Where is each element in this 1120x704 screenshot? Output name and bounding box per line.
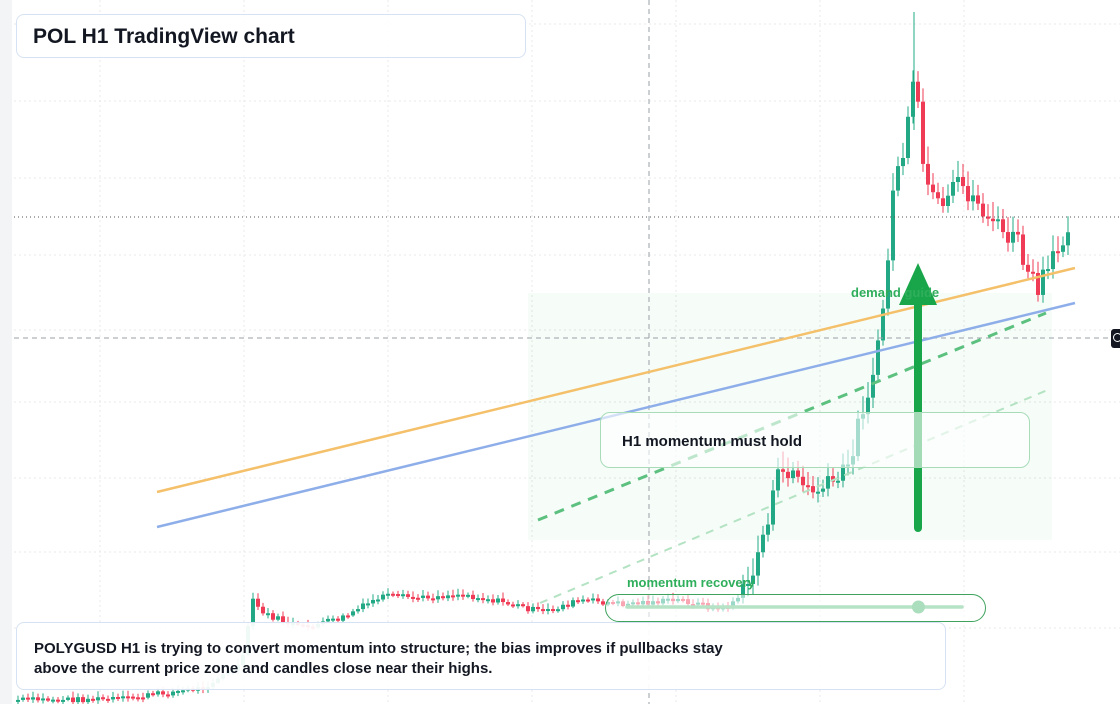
momentum-slider[interactable] — [605, 594, 986, 622]
momentum-callout: H1 momentum must hold — [600, 412, 1030, 468]
info-card: POLYGUSD H1 is trying to convert momentu… — [16, 622, 946, 690]
callout-label: H1 momentum must hold — [622, 433, 803, 450]
target-icon[interactable] — [1111, 329, 1120, 348]
page-title: POL H1 TradingView chart — [33, 25, 295, 48]
light-dashed-line[interactable] — [539, 388, 1051, 604]
info-text: POLYGUSD H1 is trying to convert momentu… — [34, 640, 723, 677]
title-card: POL H1 TradingView chart — [16, 14, 526, 58]
momentum-recovery-label: momentum recovery — [627, 575, 755, 590]
up-arrow-head-icon — [899, 263, 937, 305]
demand-guide-label: demand guide — [851, 285, 940, 300]
